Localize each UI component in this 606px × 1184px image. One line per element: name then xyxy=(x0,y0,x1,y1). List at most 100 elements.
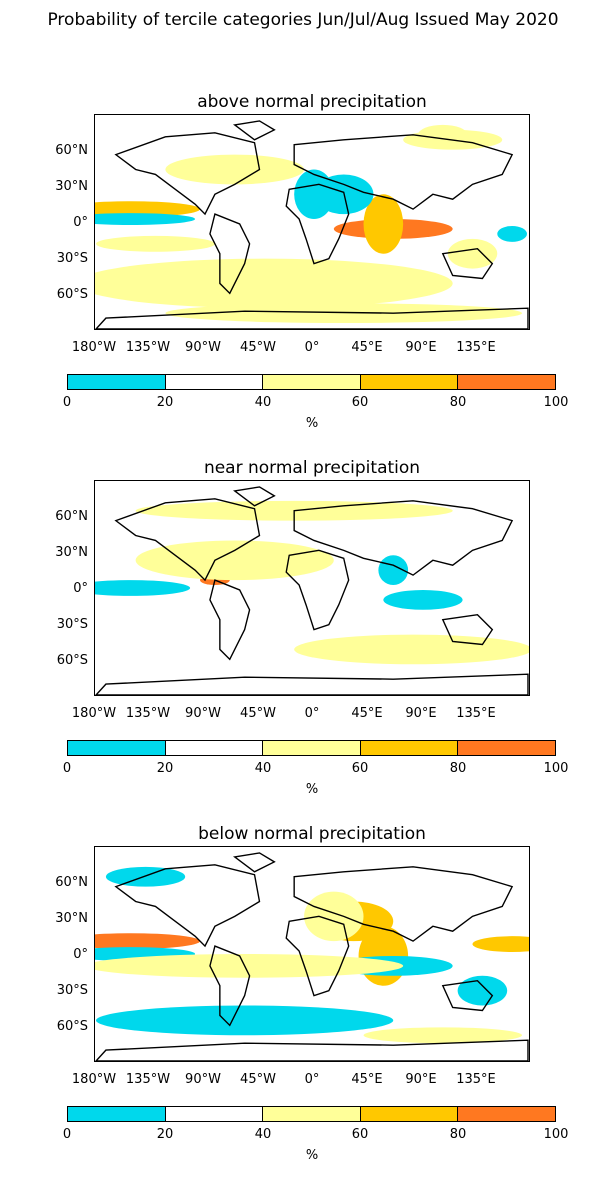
colorbar-tick: 60 xyxy=(351,761,369,776)
longitude-tick: 180°W xyxy=(71,340,117,355)
coastline xyxy=(209,579,251,661)
probability-region xyxy=(96,235,215,252)
probability-region xyxy=(457,975,508,1006)
colorbar-segment xyxy=(165,375,264,389)
probability-region xyxy=(95,580,191,596)
main-title: Probability of tercile categories Jun/Ju… xyxy=(47,10,559,30)
latitude-tick: 30°N xyxy=(55,179,88,194)
colorbar-tick: 80 xyxy=(449,395,467,410)
colorbar-tick: 20 xyxy=(156,761,174,776)
longitude-tick: 90°W xyxy=(185,340,221,355)
colorbar-tick: 0 xyxy=(62,1127,72,1142)
colorbar-tick: 40 xyxy=(254,1127,272,1142)
colorbar-segment xyxy=(458,1107,555,1121)
colorbar-tick: 60 xyxy=(351,1127,369,1142)
colorbar-segment xyxy=(263,741,361,755)
colorbar xyxy=(67,374,556,390)
probability-region xyxy=(363,194,404,254)
longitude-tick: 90°E xyxy=(405,340,437,355)
probability-region xyxy=(294,634,529,665)
latitude-tick: 30°S xyxy=(56,983,88,998)
longitude-tick: 45°W xyxy=(240,340,276,355)
probability-region xyxy=(95,213,196,225)
colorbar-tick: 80 xyxy=(449,761,467,776)
coastline xyxy=(232,486,276,507)
coastline xyxy=(285,183,350,265)
latitude-tick: 0° xyxy=(73,947,88,962)
map-panel-2: near normal precipitation 60°N 30°N 0° 30°S 6… xyxy=(0,458,606,818)
longitude-tick: 0° xyxy=(304,340,320,355)
colorbar-segment xyxy=(263,375,361,389)
coastline xyxy=(293,866,514,942)
longitude-tick: 90°W xyxy=(185,1072,221,1087)
colorbar-unit: % xyxy=(305,416,319,431)
latitude-tick: 60°S xyxy=(56,653,88,668)
latitude-tick: 60°N xyxy=(55,143,88,158)
probability-region xyxy=(95,258,453,309)
probability-region xyxy=(95,954,404,978)
latitude-tick: 60°N xyxy=(55,509,88,524)
colorbar-segment xyxy=(165,741,264,755)
longitude-tick: 135°E xyxy=(456,340,496,355)
coastline xyxy=(114,132,261,216)
longitude-tick: 0° xyxy=(304,1072,320,1087)
probability-region xyxy=(363,1027,523,1044)
probability-region xyxy=(135,540,334,581)
colorbar-segment xyxy=(68,1107,166,1121)
longitude-tick: 135°W xyxy=(125,340,171,355)
latitude-tick: 0° xyxy=(73,215,88,230)
latitude-tick: 0° xyxy=(73,581,88,596)
coastline xyxy=(441,614,494,646)
latitude-tick: 30°S xyxy=(56,617,88,632)
probability-region xyxy=(378,555,409,586)
colorbar-tick: 80 xyxy=(449,1127,467,1142)
panel-title: below normal precipitation xyxy=(198,824,426,844)
longitude-tick: 90°E xyxy=(405,1072,437,1087)
probability-region xyxy=(95,201,201,218)
coastline xyxy=(95,307,529,329)
colorbar-tick: 60 xyxy=(351,395,369,410)
longitude-tick: 45°E xyxy=(351,706,383,721)
coastline xyxy=(441,248,494,280)
longitude-tick: 45°E xyxy=(351,1072,383,1087)
colorbar-tick: 20 xyxy=(156,1127,174,1142)
map-panel-3: below normal precipitation 60°N 30°N 0° 30°S… xyxy=(0,824,606,1184)
coastline xyxy=(232,852,276,873)
probability-region xyxy=(472,936,529,953)
colorbar-segment xyxy=(68,741,166,755)
probability-region xyxy=(105,866,186,887)
longitude-tick: 90°W xyxy=(185,706,221,721)
probability-region xyxy=(165,154,305,185)
latitude-tick: 30°N xyxy=(55,545,88,560)
coastline xyxy=(114,498,261,582)
longitude-tick: 45°W xyxy=(240,1072,276,1087)
colorbar xyxy=(67,1106,556,1122)
longitude-tick: 135°E xyxy=(456,706,496,721)
probability-region xyxy=(95,933,201,950)
colorbar-tick: 100 xyxy=(543,1127,569,1142)
colorbar-tick: 40 xyxy=(254,761,272,776)
map-canvas xyxy=(95,120,529,329)
panel-title: near normal precipitation xyxy=(203,458,421,478)
colorbar-segment xyxy=(458,741,555,755)
probability-region xyxy=(383,589,463,610)
colorbar xyxy=(67,740,556,756)
colorbar-segment xyxy=(458,375,555,389)
world-map xyxy=(94,114,530,330)
probability-region xyxy=(304,891,364,942)
colorbar-unit: % xyxy=(305,1148,319,1163)
coastline xyxy=(293,500,514,576)
longitude-tick: 0° xyxy=(304,706,320,721)
panel-title: above normal precipitation xyxy=(197,92,427,112)
latitude-tick: 30°S xyxy=(56,251,88,266)
colorbar-segment xyxy=(165,1107,264,1121)
probability-region xyxy=(497,225,527,242)
longitude-tick: 135°W xyxy=(125,706,171,721)
colorbar-segment xyxy=(360,375,459,389)
coastline xyxy=(95,673,529,695)
coastline xyxy=(209,945,251,1027)
colorbar-tick: 100 xyxy=(543,761,569,776)
coastline xyxy=(232,120,276,141)
longitude-tick: 180°W xyxy=(71,706,117,721)
coastline xyxy=(95,1039,529,1061)
